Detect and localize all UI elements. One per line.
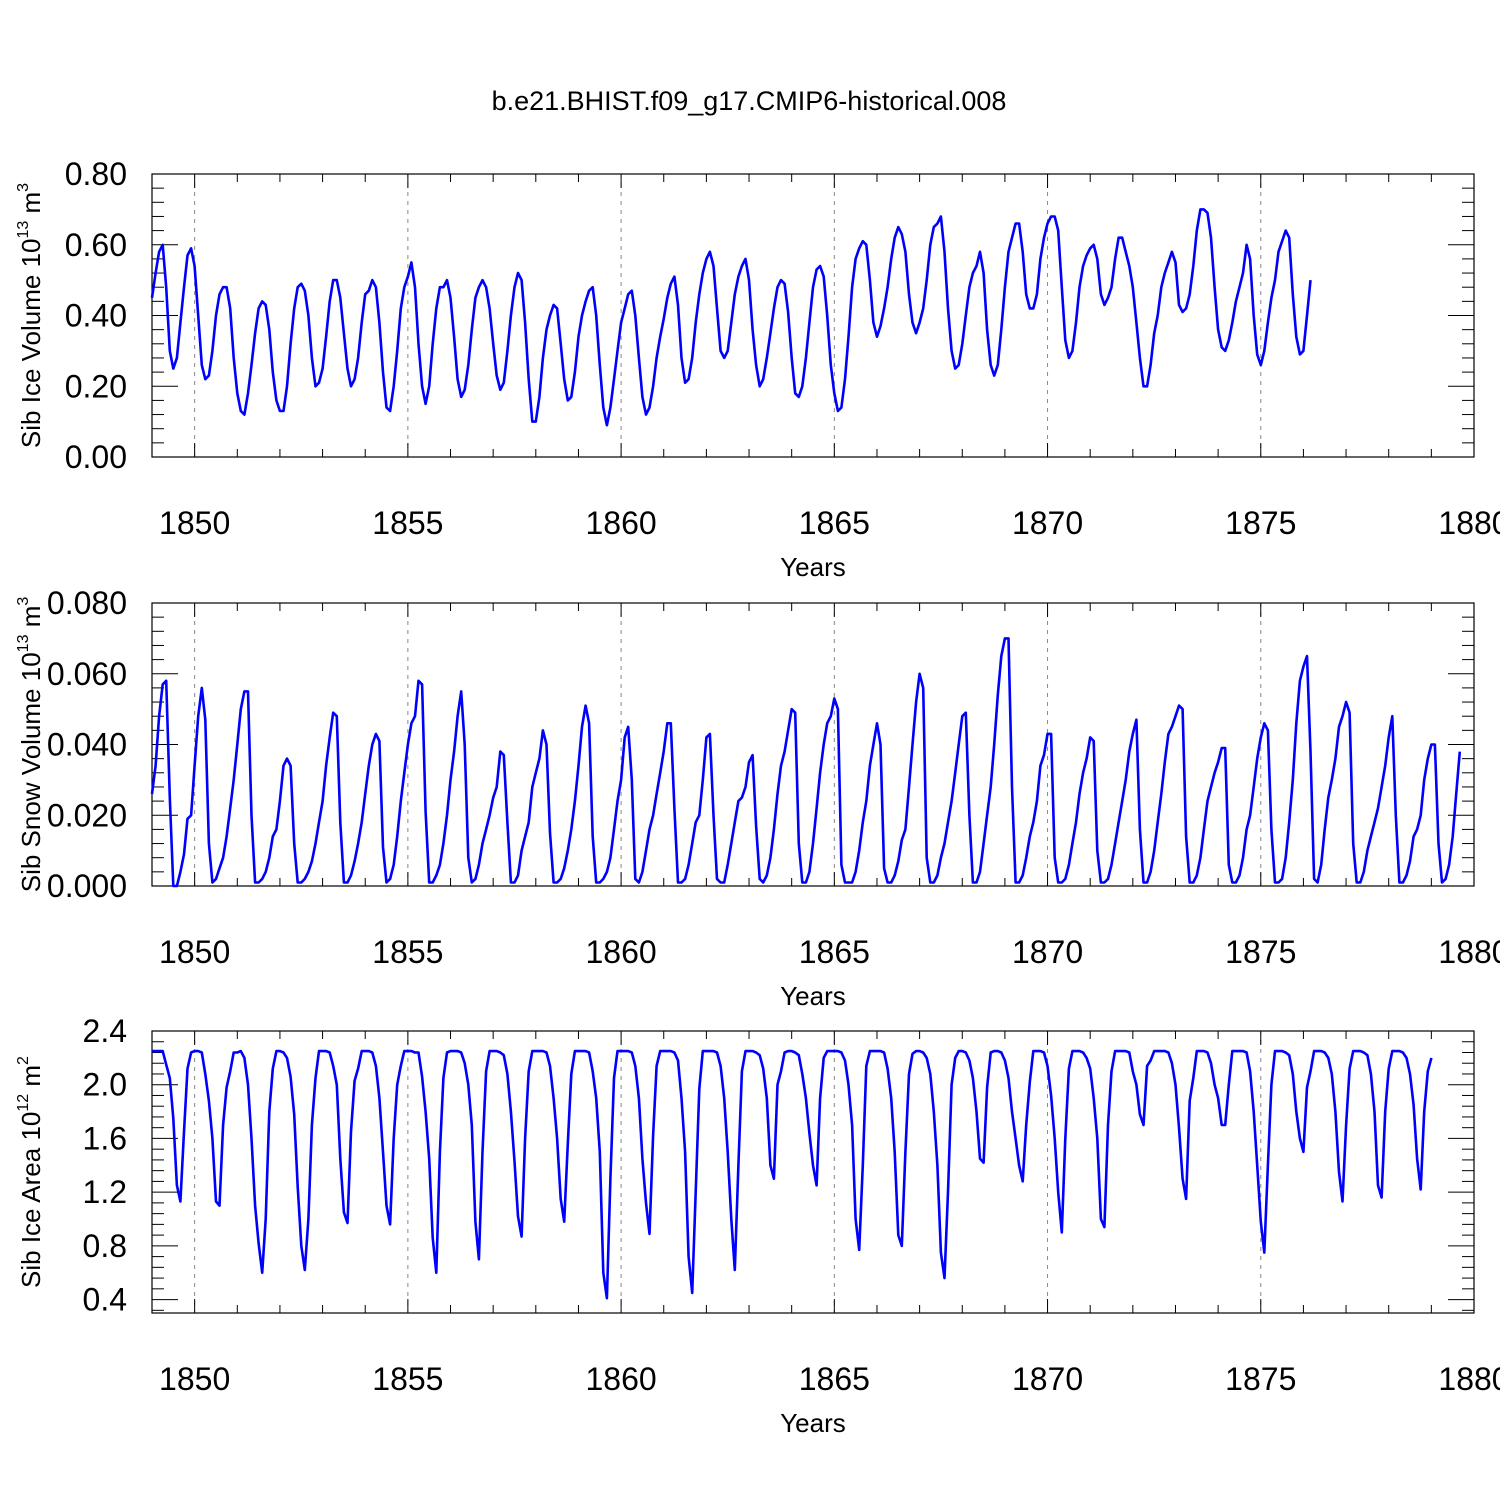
- snow-volume-ylabel-unit-exp: 3: [15, 597, 32, 606]
- ice-volume-series-line: [150, 208, 1312, 427]
- ice-volume-xtick-label: 1865: [799, 505, 870, 541]
- ice-area-series-line: [152, 1049, 1433, 1300]
- panel-sib-ice-area: 0.4 0.8 1.2 1.6 2.0 2.4 1850 1855 1860 1865 1870 18…: [15, 1013, 1500, 1438]
- ice-volume-ylabel-unit-exp: 3: [15, 183, 32, 192]
- ice-volume-ylabel-exp: 13: [15, 221, 32, 239]
- snow-volume-xtick-label: 1865: [799, 934, 870, 970]
- ice-area-ylabel: Sib Ice Area 1012 m2: [15, 1056, 46, 1288]
- ice-volume-ytick-label: 0.60: [65, 227, 127, 263]
- snow-volume-xtick-label: 1855: [372, 934, 443, 970]
- snow-volume-ylabel-unit: m: [16, 606, 46, 635]
- snow-volume-series-line: [150, 637, 1462, 888]
- panel-sib-ice-volume: 0.00 0.20 0.40 0.60 0.80 1850 1855 1860 1865 1870…: [15, 156, 1500, 582]
- snow-volume-ytick-label: 0.080: [47, 585, 127, 621]
- ice-volume-ytick-label: 0.40: [65, 298, 127, 334]
- ice-volume-ylabel: Sib Ice Volume 1013 m3: [15, 183, 46, 448]
- ice-area-xtick-label: 1875: [1225, 1361, 1296, 1397]
- ice-volume-xtick-label: 1850: [159, 505, 230, 541]
- ice-area-ytick-label: 1.6: [83, 1120, 127, 1156]
- snow-volume-ylabel-exp: 13: [15, 634, 32, 652]
- snow-volume-ylabel: Sib Snow Volume 1013 m3: [15, 597, 46, 893]
- ice-volume-ytick-label: 0.80: [65, 156, 127, 192]
- snow-volume-xtick-label: 1850: [159, 934, 230, 970]
- ice-volume-xtick-label: 1860: [586, 505, 657, 541]
- ice-area-xtick-label: 1865: [799, 1361, 870, 1397]
- ice-area-xtick-label: 1880: [1438, 1361, 1500, 1397]
- snow-volume-ytick-label: 0.060: [47, 656, 127, 692]
- ice-volume-xtick-label: 1855: [372, 505, 443, 541]
- ice-volume-xtick-label: 1880: [1438, 505, 1500, 541]
- figure-title: b.e21.BHIST.f09_g17.CMIP6-historical.008: [492, 86, 1007, 116]
- ice-area-plot-frame: [151, 1030, 1475, 1314]
- ice-area-xtick-label: 1850: [159, 1361, 230, 1397]
- ice-volume-xtick-label: 1870: [1012, 505, 1083, 541]
- ice-volume-ylabel-unit: m: [16, 192, 46, 221]
- ice-area-xtick-label: 1870: [1012, 1361, 1083, 1397]
- ice-area-ytick-label: 0.4: [83, 1282, 127, 1318]
- ice-area-ytick-label: 0.8: [83, 1228, 127, 1264]
- ice-area-ylabel-exp: 12: [15, 1094, 32, 1112]
- panel-sib-snow-volume: 0.000 0.020 0.040 0.060 0.080 1850 1855 1860 186…: [15, 585, 1500, 1011]
- ice-volume-xtick-label: 1875: [1225, 505, 1296, 541]
- ice-volume-ytick-label: 0.20: [65, 368, 127, 404]
- snow-volume-ytick-label: 0.040: [47, 727, 127, 763]
- ice-area-ytick-label: 2.0: [83, 1067, 127, 1103]
- ice-area-ylabel-unit-exp: 2: [15, 1056, 32, 1065]
- ice-area-ylabel-unit: m: [16, 1065, 46, 1094]
- ice-area-ytick-label: 2.4: [83, 1013, 127, 1049]
- snow-volume-xtick-label: 1860: [586, 934, 657, 970]
- snow-volume-xtick-label: 1880: [1438, 934, 1500, 970]
- ice-volume-ytick-label: 0.00: [65, 439, 127, 475]
- ice-area-xlabel: Years: [780, 1408, 846, 1438]
- ice-area-ytick-label: 1.2: [83, 1174, 127, 1210]
- ice-area-xtick-label: 1860: [586, 1361, 657, 1397]
- snow-volume-xtick-label: 1870: [1012, 934, 1083, 970]
- snow-volume-ytick-label: 0.020: [47, 797, 127, 833]
- ice-area-ylabel-base: Sib Ice Area 10: [16, 1112, 46, 1288]
- snow-volume-xlabel: Years: [780, 981, 846, 1011]
- snow-volume-ytick-label: 0.000: [47, 868, 127, 904]
- ice-volume-xlabel: Years: [780, 552, 846, 582]
- ice-area-xtick-label: 1855: [372, 1361, 443, 1397]
- ice-volume-ylabel-base: Sib Ice Volume 10: [16, 239, 46, 449]
- ice-volume-plot-frame: [151, 173, 1475, 458]
- snow-volume-ylabel-base: Sib Snow Volume 10: [16, 652, 46, 892]
- snow-volume-xtick-label: 1875: [1225, 934, 1296, 970]
